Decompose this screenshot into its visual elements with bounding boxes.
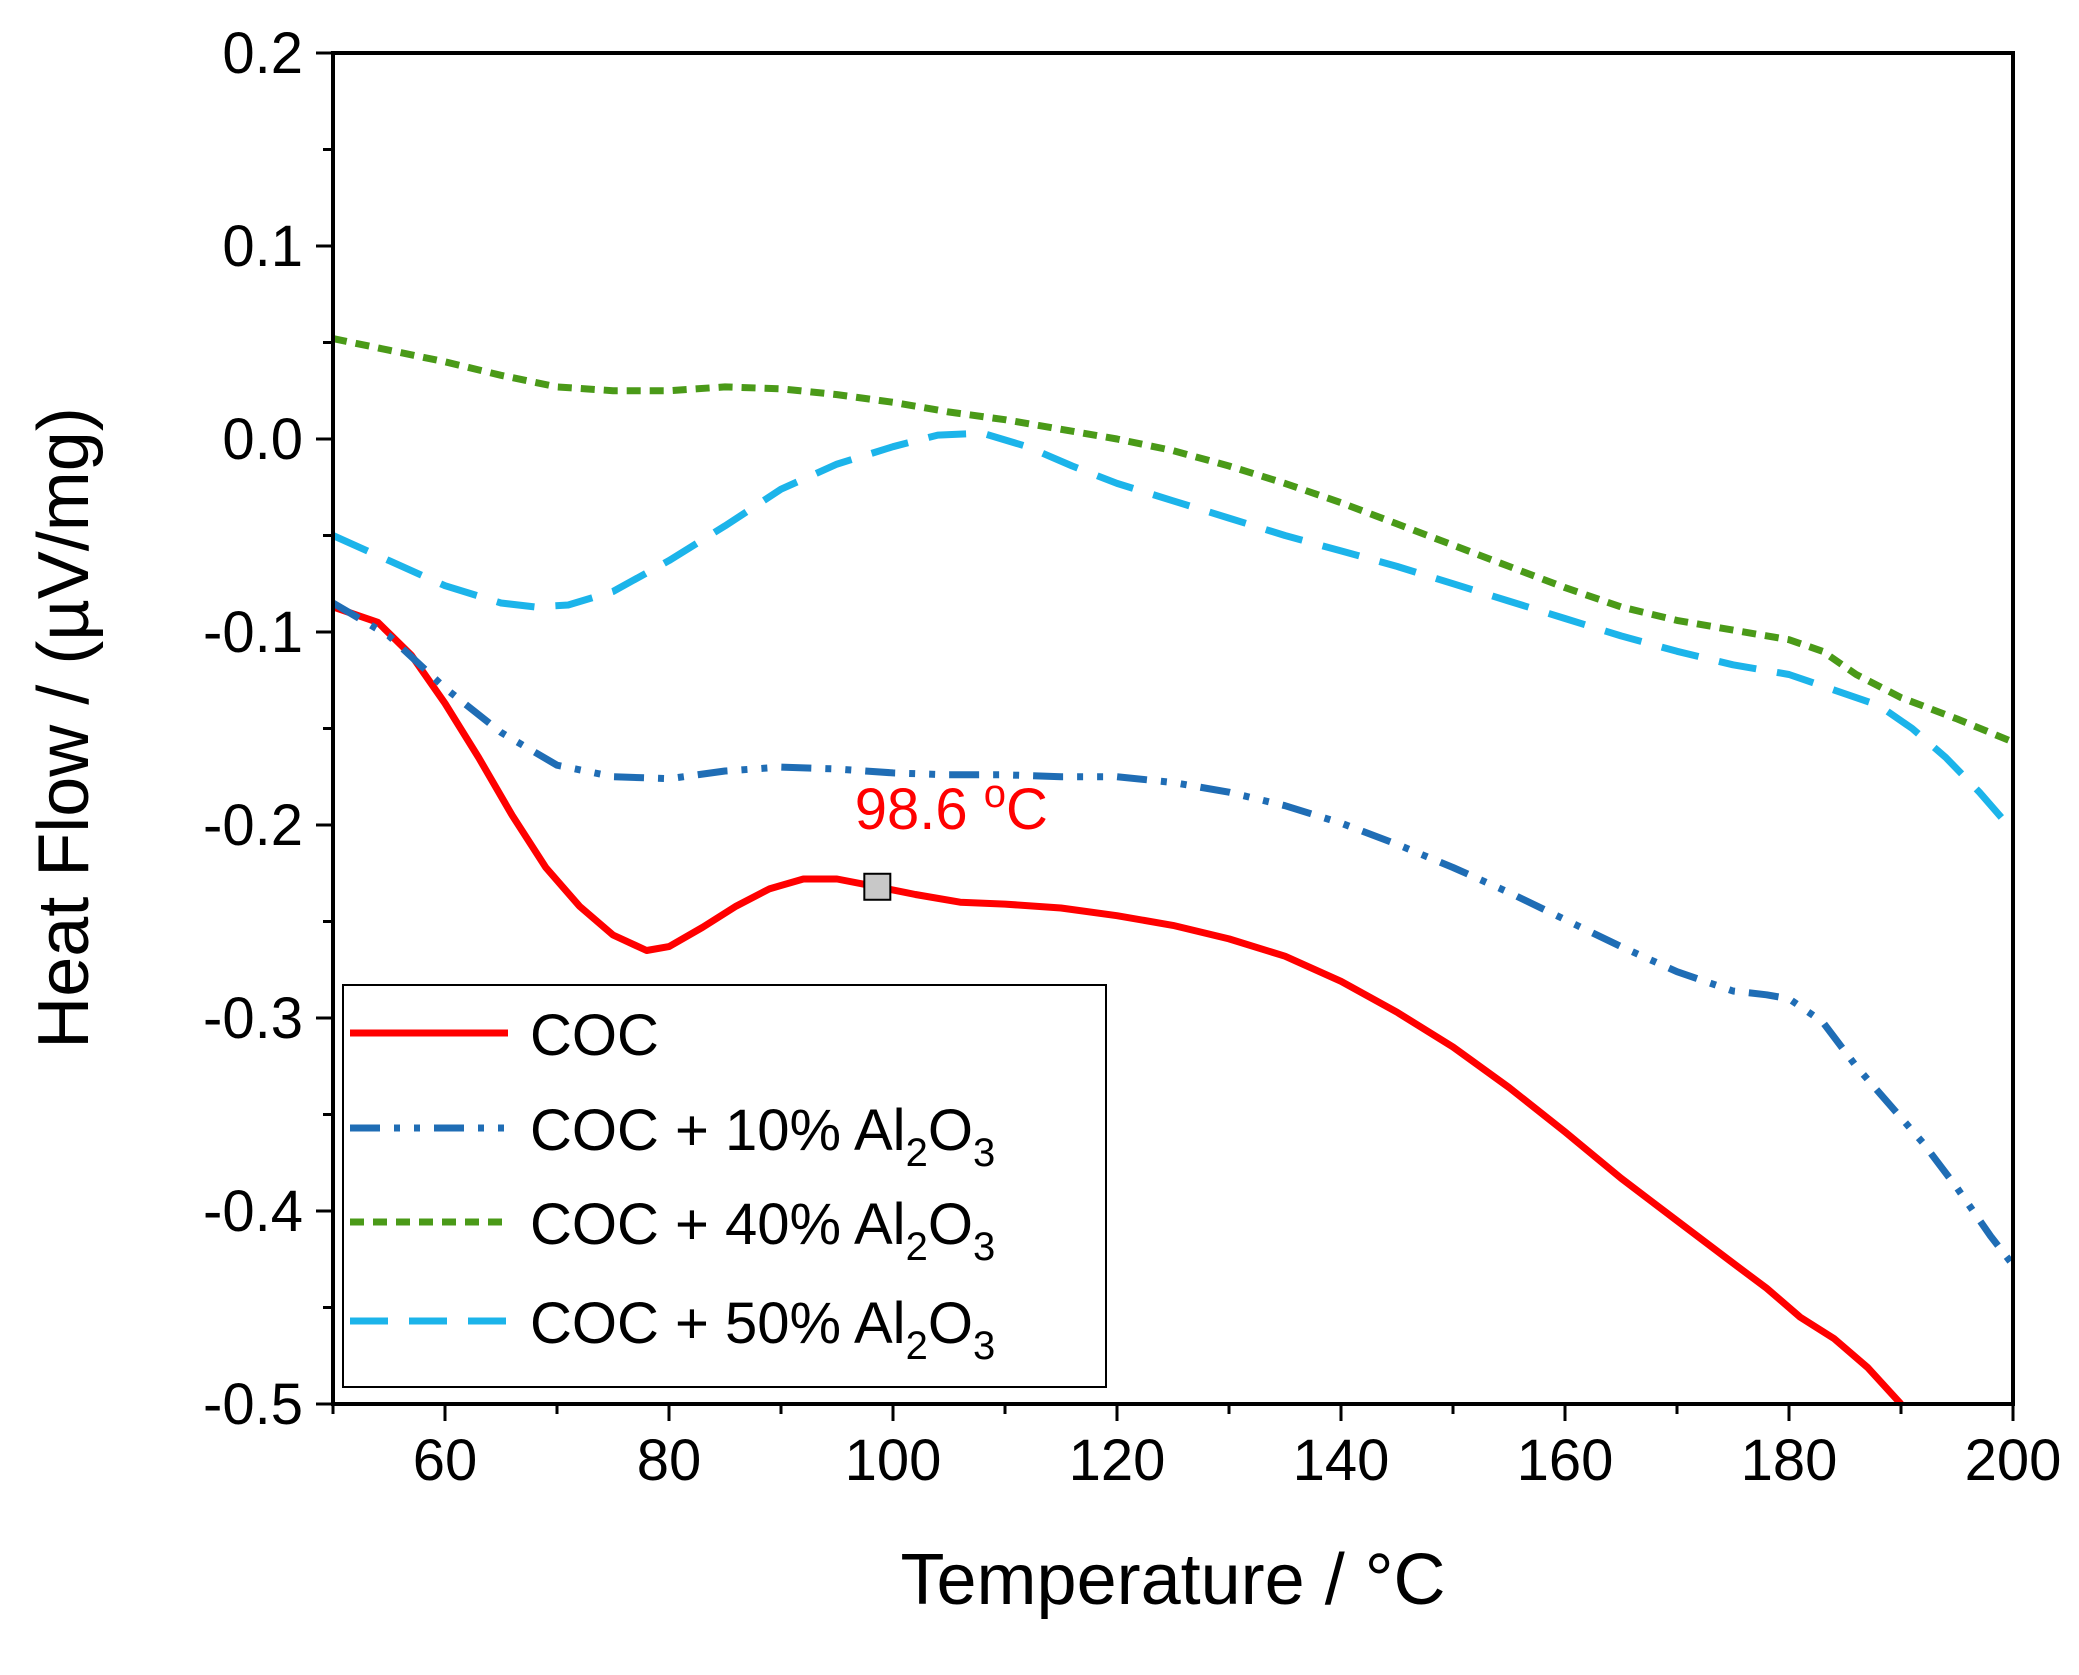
x-tick-label: 200 — [1965, 1428, 2062, 1493]
series-line-coc-40-al2o3 — [332, 335, 2015, 746]
y-tick-label: -0.2 — [203, 793, 303, 858]
x-axis-title: Temperature / °C — [901, 1540, 1446, 1620]
series-layer — [331, 335, 2016, 1407]
series-line-coc-10-al2o3 — [331, 599, 2016, 1268]
x-tick-label: 160 — [1517, 1428, 1614, 1493]
x-tick-label: 80 — [637, 1428, 702, 1493]
legend-label-coc-10-al2o3: COC + 10% Al2O3 — [530, 1098, 995, 1175]
tg-marker — [863, 872, 892, 901]
y-tick-label: 0.2 — [222, 21, 303, 86]
y-axis-title: Heat Flow / (µV/mg) — [24, 407, 104, 1049]
x-tick-label: 60 — [413, 1428, 478, 1493]
y-tick-label: -0.4 — [203, 1179, 303, 1244]
legend: COC COC + 10% Al2O3 COC + 40% Al2O3 COC + 5… — [342, 984, 1107, 1388]
y-tick-label: -0.1 — [203, 600, 303, 665]
series-line-coc — [331, 603, 1904, 1407]
x-tick-label: 100 — [845, 1428, 942, 1493]
y-tick-label: 0.1 — [222, 214, 303, 279]
ticks-layer: 60 80 100 120 140 160 180 200 0.2 0.1 0.0 -0.1 -0.2 -… — [203, 21, 2061, 1493]
legend-label-coc: COC — [530, 1003, 659, 1068]
series-line-coc-50-al2o3 — [331, 429, 2016, 834]
y-tick-label: 0.0 — [222, 407, 303, 472]
legend-label-coc-40-al2o3: COC + 40% Al2O3 — [530, 1192, 995, 1269]
x-tick-label: 120 — [1069, 1428, 1166, 1493]
y-tick-label: -0.5 — [203, 1372, 303, 1437]
legend-label-coc-50-al2o3: COC + 50% Al2O3 — [530, 1291, 995, 1368]
y-tick-label: -0.3 — [203, 986, 303, 1051]
x-tick-label: 140 — [1293, 1428, 1390, 1493]
x-tick-label: 180 — [1741, 1428, 1838, 1493]
annotation: 98.6 oC — [855, 772, 1048, 901]
tg-label: 98.6 oC — [855, 772, 1048, 842]
